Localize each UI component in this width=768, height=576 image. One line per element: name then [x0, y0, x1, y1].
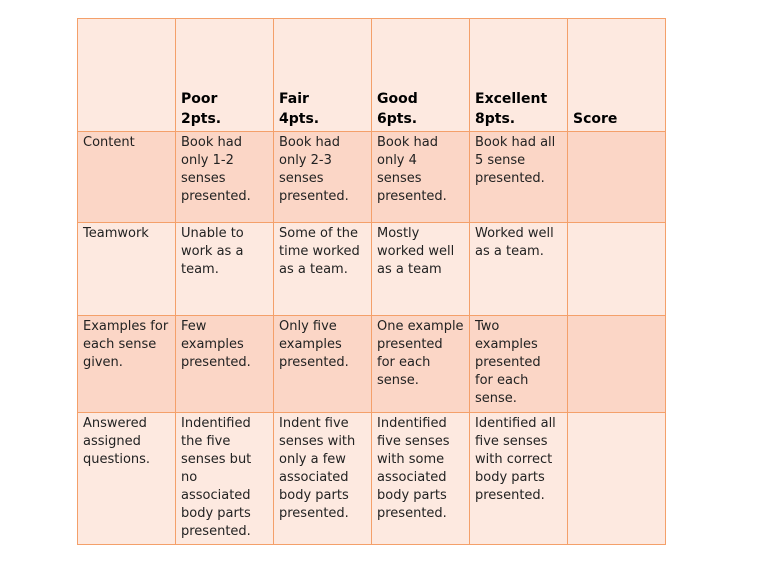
criterion-cell: Examples for each sense given. — [77, 315, 176, 413]
rubric-cell: Indent five senses with only a few assoc… — [273, 412, 372, 545]
rubric-cell: Mostly worked well as a team — [371, 222, 470, 316]
rubric-cell: One example presented for each sense. — [371, 315, 470, 413]
rubric-cell: Unable to work as a team. — [175, 222, 274, 316]
rubric-cell: Identified all five senses with correct … — [469, 412, 568, 545]
criterion-cell: Teamwork — [77, 222, 176, 316]
score-cell — [567, 131, 666, 223]
rubric-cell: Indentified the five senses but no assoc… — [175, 412, 274, 545]
rubric-table: Poor 2pts. Fair 4pts. Good 6pts. Excelle… — [77, 18, 666, 545]
header-level-name: Good — [377, 91, 418, 107]
rubric-cell: Few examples presented. — [175, 315, 274, 413]
header-poor: Poor 2pts. — [175, 18, 274, 132]
header-excellent: Excellent 8pts. — [469, 18, 568, 132]
header-level-name: Excellent — [475, 91, 548, 107]
score-cell — [567, 412, 666, 545]
header-level-points: 8pts. — [475, 111, 516, 127]
table-row: Content Book had only 1-2 senses present… — [77, 131, 666, 223]
header-level-points: 6pts. — [377, 111, 418, 127]
score-cell — [567, 315, 666, 413]
table-row: Answered assigned questions. Indentified… — [77, 412, 666, 545]
rubric-cell: Book had all 5 sense presented. — [469, 131, 568, 223]
criterion-cell: Answered assigned questions. — [77, 412, 176, 545]
table-row: Teamwork Unable to work as a team. Some … — [77, 222, 666, 316]
table-row: Examples for each sense given. Few examp… — [77, 315, 666, 413]
score-cell — [567, 222, 666, 316]
header-level-points: 4pts. — [279, 111, 320, 127]
header-good: Good 6pts. — [371, 18, 470, 132]
criterion-cell: Content — [77, 131, 176, 223]
rubric-cell: Book had only 1-2 senses presented. — [175, 131, 274, 223]
header-score: Score — [567, 18, 666, 132]
rubric-cell: Worked well as a team. — [469, 222, 568, 316]
rubric-cell: Two examples presented for each sense. — [469, 315, 568, 413]
header-criteria — [77, 18, 176, 132]
rubric-cell: Only five examples presented. — [273, 315, 372, 413]
header-fair: Fair 4pts. — [273, 18, 372, 132]
rubric-cell: Book had only 2-3 senses presented. — [273, 131, 372, 223]
rubric-cell: Some of the time worked as a team. — [273, 222, 372, 316]
rubric-cell: Indentified five senses with some associ… — [371, 412, 470, 545]
header-level-name: Fair — [279, 91, 309, 107]
header-level-points: 2pts. — [181, 111, 222, 127]
header-level-name: Poor — [181, 91, 218, 107]
header-row: Poor 2pts. Fair 4pts. Good 6pts. Excelle… — [77, 18, 666, 132]
rubric-cell: Book had only 4 senses presented. — [371, 131, 470, 223]
